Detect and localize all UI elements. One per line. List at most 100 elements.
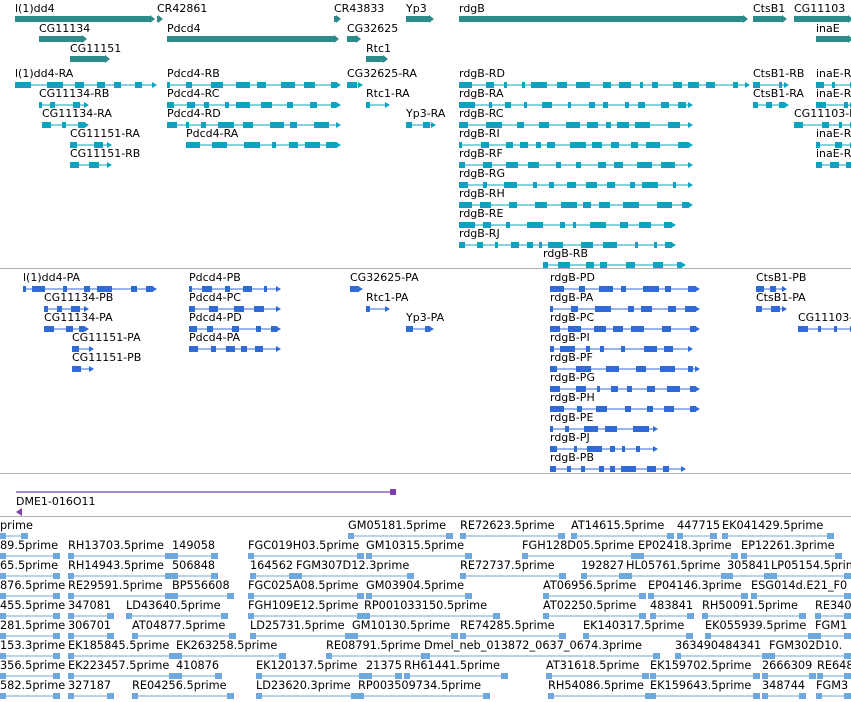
est-2666309-glyph[interactable] (762, 673, 816, 679)
est-rh50091-5prime-glyph[interactable] (702, 613, 806, 619)
gene-cg11103-glyph[interactable] (794, 15, 851, 23)
est-lp05154-5prime-glyph[interactable] (771, 573, 851, 579)
transcript-cg11134-ra-glyph[interactable] (42, 121, 89, 129)
est-ep04146-3prime-glyph[interactable] (648, 593, 748, 599)
est-582-5prime-glyph[interactable] (0, 693, 60, 699)
protein-ctsb1-pa-glyph[interactable] (756, 305, 787, 313)
est-305841-glyph[interactable] (727, 573, 771, 579)
transcript-cg11134-rb-glyph[interactable] (39, 101, 89, 109)
est-876-5prime-glyph[interactable] (0, 593, 60, 599)
protein-rdgb-pi-glyph[interactable] (550, 345, 693, 353)
transcript-l-1-dd4-ra-glyph[interactable] (15, 81, 157, 89)
est-153-3prime-glyph[interactable] (0, 653, 60, 659)
protein-cg32625-pa-glyph[interactable] (350, 285, 363, 293)
est-rp003509734-5prime-glyph[interactable] (358, 693, 490, 699)
est-re29591-5prime-glyph[interactable] (68, 593, 172, 599)
est-hl05761-5prime-glyph[interactable] (626, 573, 728, 579)
est-fgm3-glyph[interactable] (816, 693, 851, 699)
est-at06956-5prime-glyph[interactable] (543, 593, 646, 599)
est-fgc025a08-5prime-glyph[interactable] (248, 593, 364, 599)
transcript-pdcd4-rd-glyph[interactable] (167, 121, 341, 129)
est-fgh128d05-5prime-glyph[interactable] (522, 553, 638, 559)
est-bp556608-glyph[interactable] (172, 593, 234, 599)
gene-cr43833-glyph[interactable] (334, 15, 344, 23)
transcript-rtc1-ra-glyph[interactable] (366, 101, 390, 109)
est-fgm1-glyph[interactable] (815, 633, 851, 639)
clone-dme1-016o11-glyph[interactable] (16, 488, 398, 516)
est-rh14943-5prime-glyph[interactable] (68, 573, 172, 579)
est-ep12261-3prime-glyph[interactable] (741, 553, 842, 559)
transcript-rdgb-ra-glyph[interactable] (459, 101, 693, 109)
transcript-cg32625-ra-glyph[interactable] (347, 81, 363, 89)
est-347081-glyph[interactable] (68, 613, 114, 619)
est-506848-glyph[interactable] (172, 573, 218, 579)
protein-cg11103-pa-glyph[interactable] (798, 325, 851, 333)
transcript-ctsb1-rb-glyph[interactable] (753, 81, 789, 89)
gene-rtc1-glyph[interactable] (366, 55, 391, 63)
transcript-rdgb-rf-glyph[interactable] (459, 161, 693, 169)
transcript-cg11151-ra-glyph[interactable] (70, 141, 112, 149)
est-192827-glyph[interactable] (581, 573, 626, 579)
transcript-inae-ra-glyph[interactable] (816, 81, 851, 89)
protein-ctsb1-pb-glyph[interactable] (756, 285, 787, 293)
transcript-ctsb1-ra-glyph[interactable] (753, 101, 789, 109)
est-ld23620-3prime-glyph[interactable] (256, 693, 358, 699)
est-348744-glyph[interactable] (762, 693, 806, 699)
est-ep02418-3prime-glyph[interactable] (638, 553, 738, 559)
est-ld25731-5prime-glyph[interactable] (250, 633, 352, 639)
protein-rdgb-pe-glyph[interactable] (550, 425, 658, 433)
protein-pdcd4-pb-glyph[interactable] (189, 285, 281, 293)
protein-cg11151-pb-glyph[interactable] (72, 365, 94, 373)
protein-rdgb-pf-glyph[interactable] (550, 365, 700, 373)
protein-cg11134-pb-glyph[interactable] (44, 305, 89, 313)
est-at14615-5prime-glyph[interactable] (571, 533, 674, 539)
protein-pdcd4-pd-glyph[interactable] (189, 325, 281, 333)
est-prime-glyph[interactable] (0, 533, 28, 539)
transcript-rdgb-rh-glyph[interactable] (459, 201, 693, 209)
est-ld43640-5prime-glyph[interactable] (126, 613, 228, 619)
protein-cg11134-pa-glyph[interactable] (44, 325, 89, 333)
est-fgh109e12-5prime-glyph[interactable] (248, 613, 364, 619)
transcript-rdgb-re-glyph[interactable] (459, 221, 676, 229)
transcript-cg11103-ra-glyph[interactable] (794, 121, 851, 129)
protein-yp3-pa-glyph[interactable] (406, 325, 434, 333)
est-gm03904-5prime-glyph[interactable] (366, 593, 472, 599)
transcript-rdgb-ri-glyph[interactable] (459, 141, 693, 149)
est-455-5prime-glyph[interactable] (0, 613, 60, 619)
protein-rdgb-pg-glyph[interactable] (550, 385, 700, 393)
protein-rdgb-pa-glyph[interactable] (550, 305, 700, 313)
est-at31618-5prime-glyph[interactable] (546, 673, 649, 679)
est-483841-glyph[interactable] (650, 613, 694, 619)
est-re340-glyph[interactable] (815, 613, 851, 619)
protein-cg11151-pa-glyph[interactable] (72, 345, 94, 353)
protein-rdgb-pb-glyph[interactable] (550, 465, 686, 473)
transcript-pdcd4-rb-glyph[interactable] (167, 81, 341, 89)
est-363490484341-glyph[interactable] (675, 653, 769, 659)
est-447715-glyph[interactable] (677, 533, 717, 539)
est-gm05181-5prime-glyph[interactable] (348, 533, 453, 539)
est-gm10130-5prime-glyph[interactable] (352, 633, 458, 639)
est-at02250-5prime-glyph[interactable] (543, 613, 646, 619)
est-at04877-5prime-glyph[interactable] (132, 633, 236, 639)
gene-l-1-dd4-glyph[interactable] (15, 15, 158, 23)
est-ek041429-5prime-glyph[interactable] (722, 533, 834, 539)
transcript-rdgb-rc-glyph[interactable] (459, 121, 693, 129)
gene-cg11151-glyph[interactable] (70, 55, 113, 63)
transcript-pdcd4-rc-glyph[interactable] (167, 101, 341, 109)
est-149058-glyph[interactable] (172, 553, 218, 559)
est-356-5prime-glyph[interactable] (0, 673, 60, 679)
est-re72737-5prime-glyph[interactable] (460, 573, 566, 579)
protein-l-1-dd4-pa-glyph[interactable] (23, 285, 157, 293)
transcript-inae-rc-glyph[interactable] (816, 141, 851, 149)
est-fgm307d12-3prime-glyph[interactable] (296, 573, 414, 579)
est-164562-glyph[interactable] (250, 573, 296, 579)
transcript-cg11151-rb-glyph[interactable] (70, 161, 112, 169)
transcript-rdgb-rg-glyph[interactable] (459, 181, 693, 189)
gene-yp3-glyph[interactable] (406, 15, 437, 23)
est-ek185845-5prime-glyph[interactable] (68, 653, 176, 659)
gene-cg11134-glyph[interactable] (39, 35, 90, 43)
est-65-5prime-glyph[interactable] (0, 573, 60, 579)
gene-cg32625-glyph[interactable] (347, 35, 364, 43)
est-rh61441-5prime-glyph[interactable] (404, 673, 508, 679)
protein-pdcd4-pa-glyph[interactable] (189, 345, 281, 353)
